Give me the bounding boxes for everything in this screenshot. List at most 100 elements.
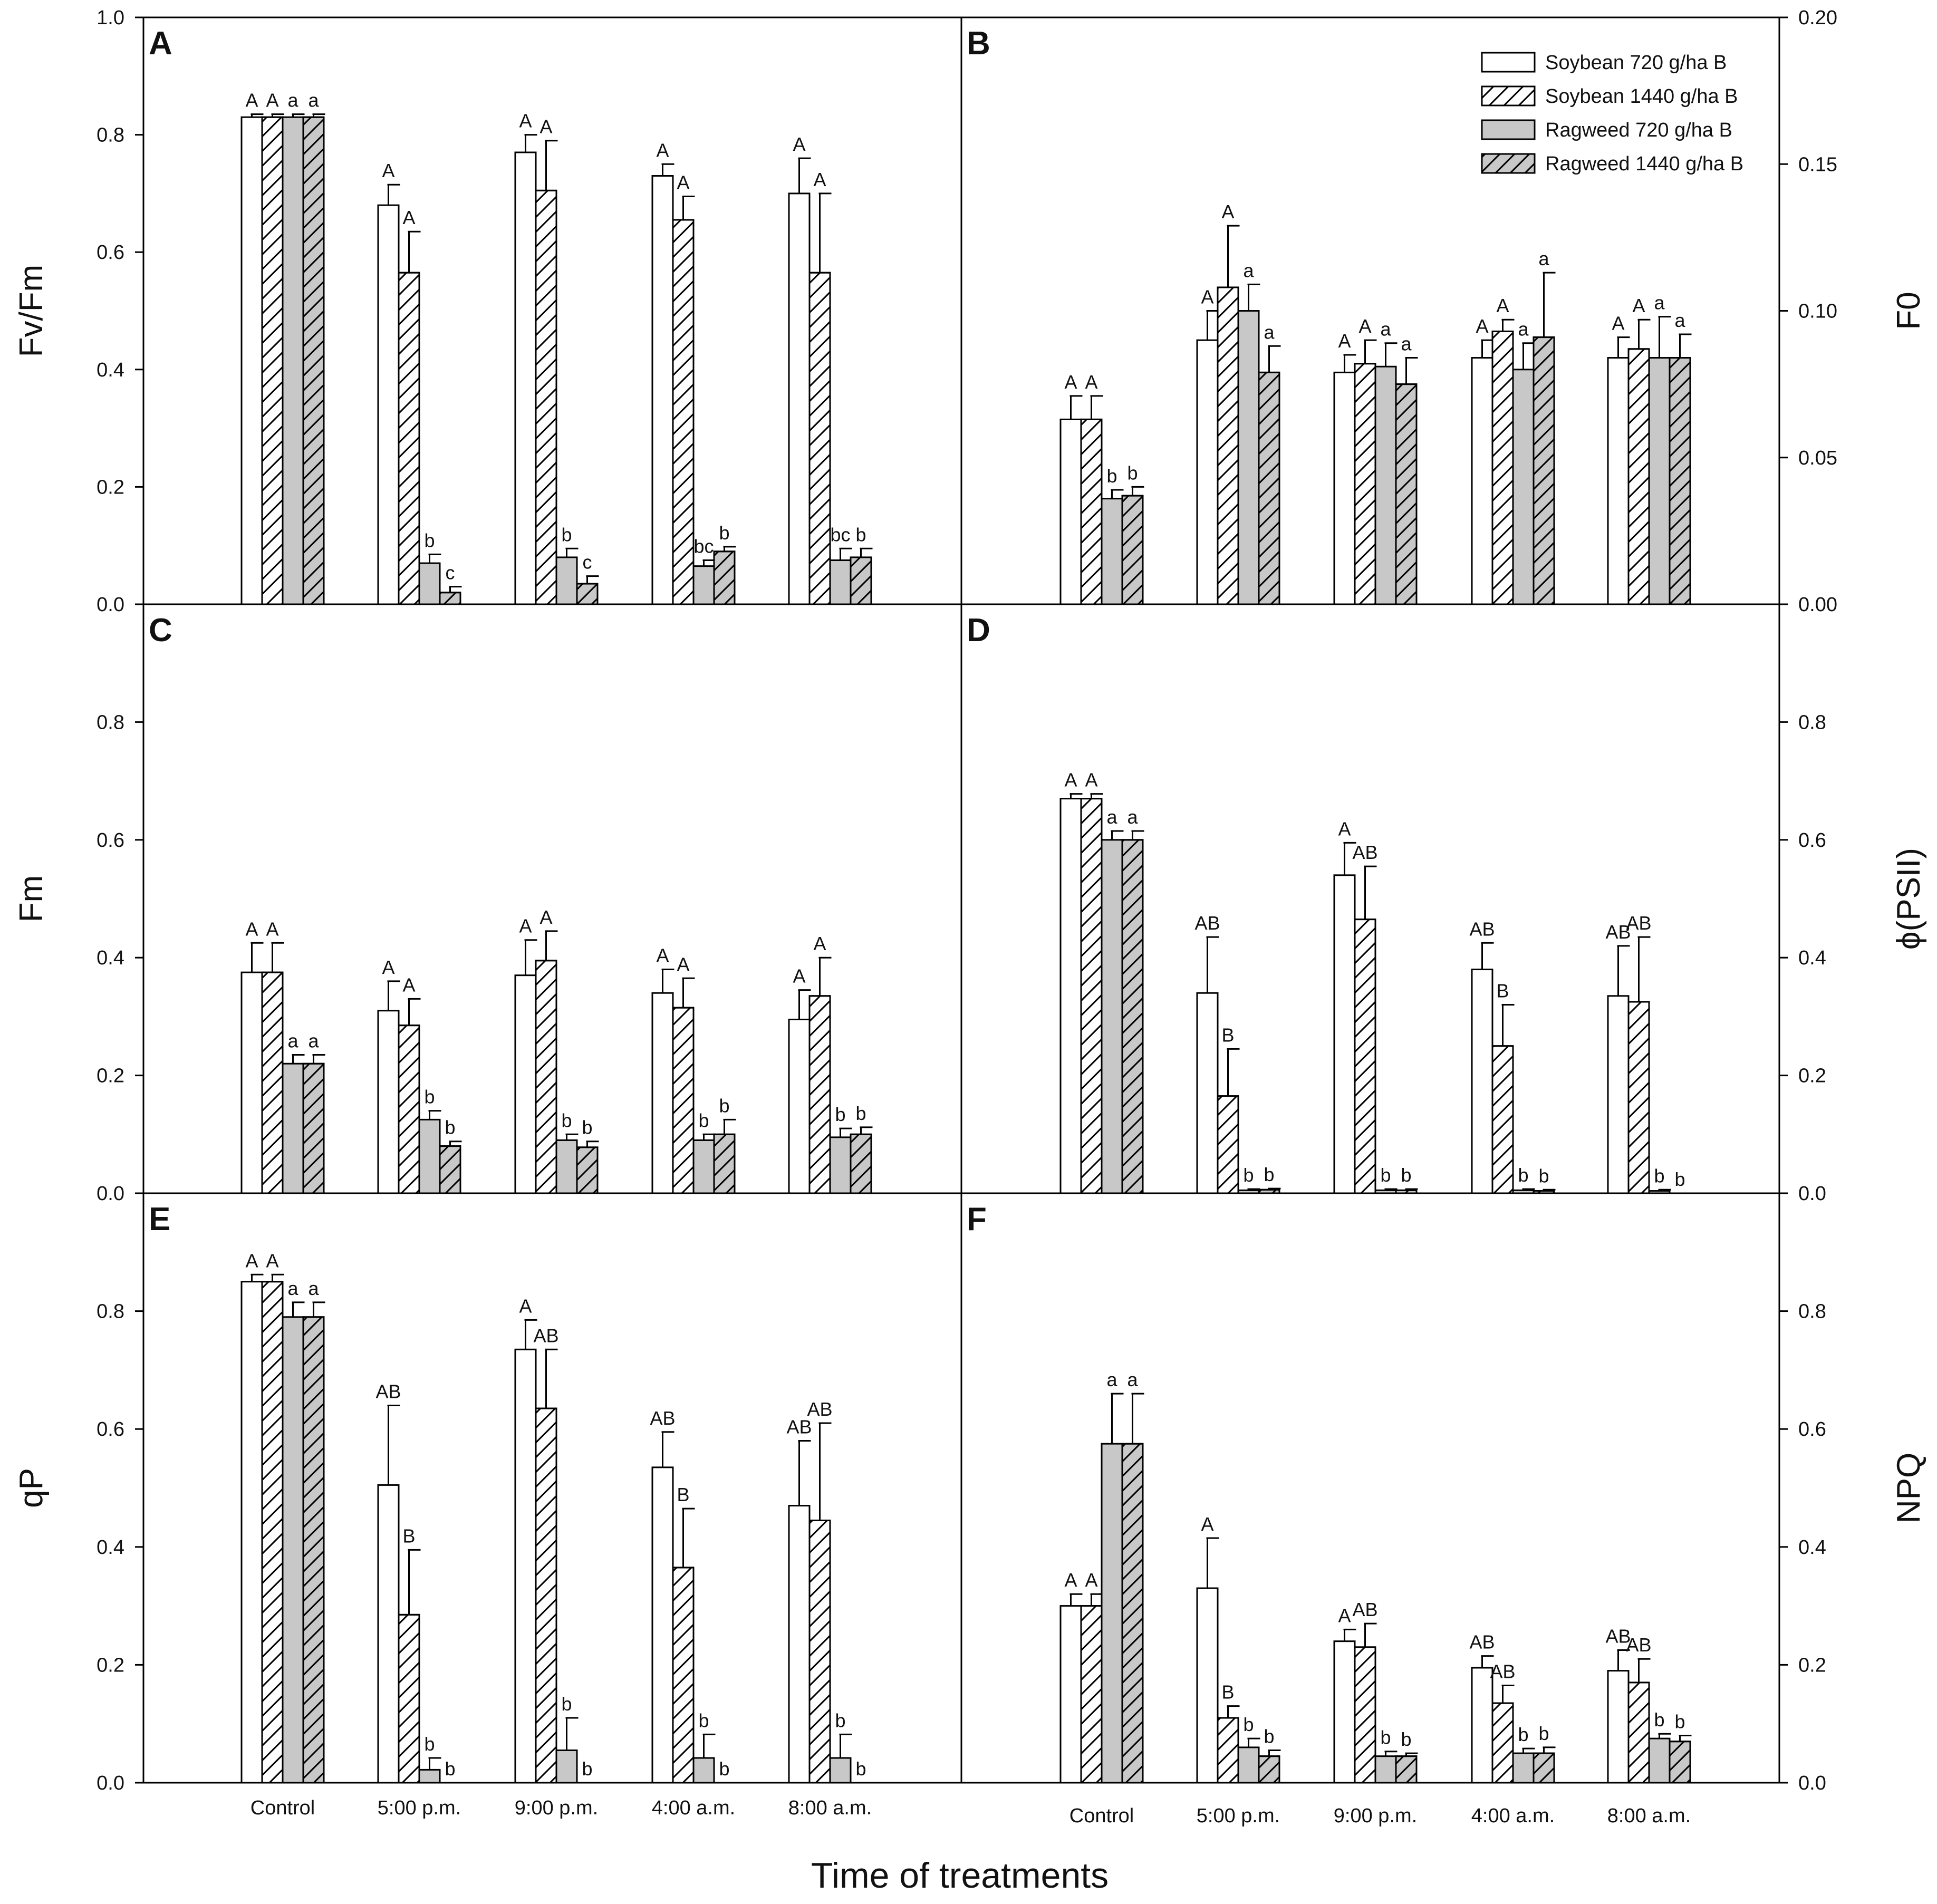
significance-letter: A: [266, 90, 278, 111]
bar: [1237, 1746, 1260, 1784]
significance-letter: A: [1085, 1569, 1097, 1591]
bar-hatch: [808, 272, 831, 605]
x-tick-label: 5:00 p.m.: [378, 1797, 461, 1819]
significance-letter: b: [1264, 1164, 1274, 1185]
significance-letter: B: [1496, 980, 1509, 1002]
y-tick-label: 0.0: [97, 1183, 124, 1205]
x-tick-label: 8:00 a.m.: [1607, 1805, 1691, 1827]
significance-letter: b: [719, 1095, 729, 1116]
bar-hatch: [1669, 1741, 1691, 1784]
significance-letter: b: [698, 1109, 709, 1131]
significance-letter: b: [835, 1709, 845, 1731]
significance-letter: A: [1338, 330, 1351, 352]
bar: [377, 204, 400, 605]
panel-label: B: [967, 25, 990, 62]
significance-letter: A: [1201, 1513, 1213, 1535]
significance-letter: AB: [1469, 918, 1495, 940]
bar: [1471, 357, 1493, 605]
bar-hatch: [535, 1407, 557, 1784]
bar: [788, 192, 811, 605]
legend-label: Soybean 720 g/ha B: [1545, 52, 1727, 74]
significance-letter: b: [855, 524, 866, 545]
bar: [418, 1768, 441, 1784]
bar: [1512, 1752, 1535, 1784]
significance-letter: AB: [1626, 912, 1651, 934]
significance-letter: b: [855, 1103, 866, 1124]
bar: [514, 151, 537, 605]
significance-letter: AB: [1469, 1631, 1495, 1653]
significance-letter: b: [1264, 1726, 1274, 1747]
bar-hatch: [398, 272, 420, 605]
significance-letter: A: [382, 160, 394, 181]
significance-letter: b: [561, 1109, 572, 1131]
y-tick-label: 0.2: [97, 1654, 124, 1676]
legend: Soybean 720 g/ha B Soybean 1440 g/ha B Rag…: [1481, 52, 1743, 175]
bar-hatch: [535, 960, 557, 1194]
y-tick-label: 0.8: [97, 711, 124, 733]
x-tick-label: Control: [1069, 1805, 1134, 1827]
bar-hatch: [1491, 1045, 1514, 1194]
significance-letter: b: [1380, 1164, 1391, 1186]
significance-letter: bc: [830, 524, 850, 545]
bar: [829, 559, 852, 605]
bar-hatch: [1080, 418, 1103, 605]
significance-letter: A: [1085, 371, 1097, 393]
bar: [1471, 969, 1493, 1194]
significance-letter: a: [308, 90, 319, 111]
x-tick-label: 8:00 a.m.: [788, 1797, 872, 1819]
significance-letter: b: [1654, 1709, 1664, 1731]
bar: [555, 1139, 578, 1194]
y-tick-label: 0.20: [1798, 7, 1837, 29]
significance-letter: A: [677, 953, 689, 975]
bar-hatch: [261, 971, 284, 1194]
y-axis-title: qP: [13, 1468, 50, 1508]
significance-letter: a: [1380, 318, 1391, 340]
significance-letter: B: [1221, 1681, 1234, 1703]
significance-letter: A: [519, 110, 532, 132]
x-tick-label: 4:00 a.m.: [1471, 1805, 1555, 1827]
significance-letter: b: [698, 1709, 709, 1731]
significance-letter: A: [266, 1250, 278, 1271]
bar: [1059, 418, 1082, 605]
bar-hatch: [850, 556, 872, 605]
significance-letter: B: [1221, 1024, 1234, 1046]
significance-letter: c: [583, 552, 592, 573]
bar: [514, 1348, 537, 1784]
significance-letter: b: [424, 1086, 435, 1108]
significance-letter: A: [1085, 769, 1097, 791]
x-tick-label: 4:00 a.m.: [652, 1797, 735, 1819]
significance-letter: b: [424, 1733, 435, 1755]
bar-hatch: [1354, 363, 1376, 605]
bar-hatch: [302, 1316, 325, 1784]
significance-letter: A: [245, 1250, 258, 1271]
bar-hatch: [1080, 1605, 1103, 1784]
significance-letter: A: [1496, 295, 1509, 316]
bar-hatch: [713, 550, 736, 605]
bar-hatch: [1080, 798, 1103, 1194]
significance-letter: A: [1064, 769, 1077, 791]
significance-letter: b: [561, 524, 572, 545]
legend-swatch: [1481, 119, 1536, 140]
significance-letter: A: [656, 945, 669, 967]
bar: [651, 992, 674, 1194]
significance-letter: b: [1243, 1164, 1254, 1186]
significance-letter: A: [266, 918, 278, 940]
significance-letter: A: [677, 171, 689, 193]
significance-letter: c: [446, 562, 455, 584]
significance-letter: a: [1127, 1369, 1138, 1390]
bar-hatch: [1121, 1443, 1144, 1784]
y-tick-label: 0.6: [97, 241, 124, 264]
y-tick-label: 0.6: [97, 1418, 124, 1441]
bar: [555, 556, 578, 605]
bar: [692, 565, 715, 605]
bar: [692, 1139, 715, 1194]
panel-label: C: [149, 612, 172, 649]
bar: [240, 116, 263, 605]
bar-hatch: [398, 1025, 420, 1194]
bar: [651, 1466, 674, 1784]
significance-letter: b: [1538, 1723, 1549, 1744]
y-tick-label: 0.6: [1798, 1418, 1826, 1441]
